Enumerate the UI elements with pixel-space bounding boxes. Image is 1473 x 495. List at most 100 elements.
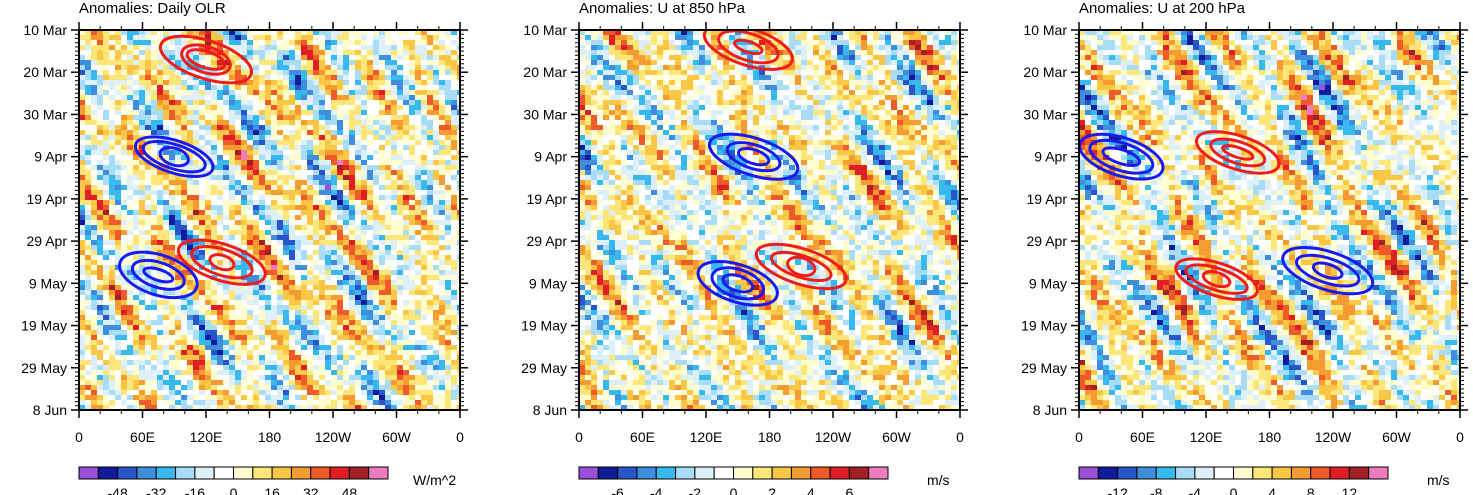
- colorbar-label: 8: [1307, 485, 1315, 495]
- colorbar-swatch: [1271, 466, 1292, 480]
- colorbar-swatch: [194, 466, 215, 480]
- colorbar-swatch: [694, 466, 715, 480]
- colorbar-swatch: [368, 466, 389, 480]
- panel-3: Anomalies: U at 200 hPa 10 Mar 20 Mar 30 Ma…: [1021, 0, 1468, 495]
- colorbar-swatch: [868, 466, 889, 480]
- colorbar-swatch: [713, 466, 734, 480]
- y-tick-label: 8 Jun: [33, 402, 67, 418]
- y-tick-label: 9 Apr: [534, 149, 567, 165]
- shaded-field: [1079, 30, 1460, 410]
- x-tick-label: 0: [456, 429, 464, 445]
- positive-contour: [717, 30, 780, 65]
- x-tick-label: 120W: [815, 429, 852, 445]
- colorbar-units: m/s: [1427, 472, 1450, 488]
- colorbar-swatch: [675, 466, 696, 480]
- colorbar-label: 0: [730, 485, 738, 495]
- y-tick-label: 19 May: [21, 318, 67, 334]
- colorbar-label: 32: [303, 485, 319, 495]
- negative-contour: [1295, 253, 1361, 288]
- colorbar-swatch: [155, 466, 177, 480]
- panel-title: Anomalies: U at 200 hPa: [1079, 0, 1246, 17]
- y-tick-label: 9 May: [529, 275, 567, 291]
- x-tick-label: 60W: [382, 429, 412, 445]
- positive-contour: [208, 253, 236, 272]
- positive-contour: [1209, 137, 1267, 168]
- colorbar-label: -6: [611, 485, 624, 495]
- positive-contour: [1201, 270, 1232, 289]
- shaded-field: [79, 30, 460, 410]
- colorbar-swatch: [655, 466, 677, 480]
- colorbar-label: -48: [108, 485, 128, 495]
- positive-contour: [176, 238, 267, 286]
- colorbar-swatch: [790, 466, 812, 480]
- positive-contour: [158, 34, 254, 85]
- negative-contour: [1311, 261, 1344, 280]
- x-tick-label: 60E: [630, 429, 655, 445]
- x-tick-label: 120W: [315, 429, 352, 445]
- y-tick-label: 29 May: [1021, 360, 1067, 376]
- colorbar-swatch: [1078, 466, 1099, 480]
- x-tick-label: 60W: [882, 429, 912, 445]
- colorbar-label: -4: [650, 485, 663, 495]
- y-tick-label: 8 Jun: [533, 402, 567, 418]
- x-tick-label: 180: [1258, 429, 1282, 445]
- y-tick-label: 30 Mar: [1023, 106, 1067, 122]
- colorbar-swatch: [1348, 466, 1370, 480]
- y-tick-label: 19 Apr: [527, 191, 568, 207]
- y-tick-label: 10 Mar: [1023, 22, 1067, 38]
- colorbar-label: 4: [807, 485, 815, 495]
- positive-contour: [702, 30, 794, 71]
- y-tick-label: 9 May: [1029, 275, 1067, 291]
- colorbar-swatch: [617, 466, 638, 480]
- colorbar-swatch: [1175, 466, 1196, 480]
- y-tick-label: 10 Mar: [523, 22, 567, 38]
- colorbar-swatch: [1213, 466, 1234, 480]
- y-tick-label: 30 Mar: [523, 106, 567, 122]
- negative-contour: [1088, 138, 1155, 175]
- colorbar-label: -12: [1108, 485, 1128, 495]
- colorbar-label: 4: [1268, 485, 1276, 495]
- y-tick-label: 29 May: [21, 360, 67, 376]
- negative-contour: [130, 258, 186, 291]
- colorbar-label: -4: [1189, 485, 1202, 495]
- contour-lines: [696, 30, 848, 307]
- negative-contour: [118, 250, 199, 300]
- x-tick-label: 180: [758, 429, 782, 445]
- colorbar-swatch: [829, 466, 850, 480]
- colorbar-swatch: [78, 466, 99, 480]
- y-tick-label: 29 Apr: [27, 233, 68, 249]
- positive-contour: [733, 38, 764, 56]
- colorbar-swatch: [1368, 466, 1389, 480]
- colorbar-swatch: [733, 466, 754, 480]
- panel-title: Anomalies: U at 850 hPa: [579, 0, 746, 17]
- colorbar-swatch: [1233, 466, 1254, 480]
- y-tick-label: 19 May: [521, 318, 567, 334]
- y-tick-label: 8 Jun: [1033, 402, 1067, 418]
- colorbar-swatch: [771, 466, 792, 480]
- negative-contour: [725, 141, 782, 173]
- panel-1: Anomalies: Daily OLR 10 Mar 20 Mar 30 Mar 9 …: [21, 0, 468, 495]
- y-tick-label: 29 May: [521, 360, 567, 376]
- negative-contour: [142, 266, 175, 284]
- colorbar-swatch: [1194, 466, 1215, 480]
- colorbar-label: 6: [845, 485, 853, 495]
- colorbar-swatch: [117, 466, 138, 480]
- x-tick-label: 0: [575, 429, 583, 445]
- colorbar-label: -2: [689, 485, 702, 495]
- x-tick-label: 60E: [1130, 429, 1155, 445]
- colorbar-swatch: [329, 466, 350, 480]
- colorbar-label: -8: [1150, 485, 1163, 495]
- colorbar-units: m/s: [927, 472, 950, 488]
- negative-contour: [1079, 132, 1165, 181]
- colorbar-swatch: [848, 466, 870, 480]
- negative-contour: [710, 266, 766, 301]
- colorbar-swatch: [1136, 466, 1157, 480]
- x-tick-label: 60E: [130, 429, 155, 445]
- negative-contour: [1281, 246, 1375, 296]
- shaded-field: [579, 30, 960, 410]
- colorbar-label: 0: [1230, 485, 1238, 495]
- y-tick-label: 9 May: [29, 275, 67, 291]
- positive-contour: [1184, 263, 1249, 295]
- positive-contour: [1194, 130, 1281, 175]
